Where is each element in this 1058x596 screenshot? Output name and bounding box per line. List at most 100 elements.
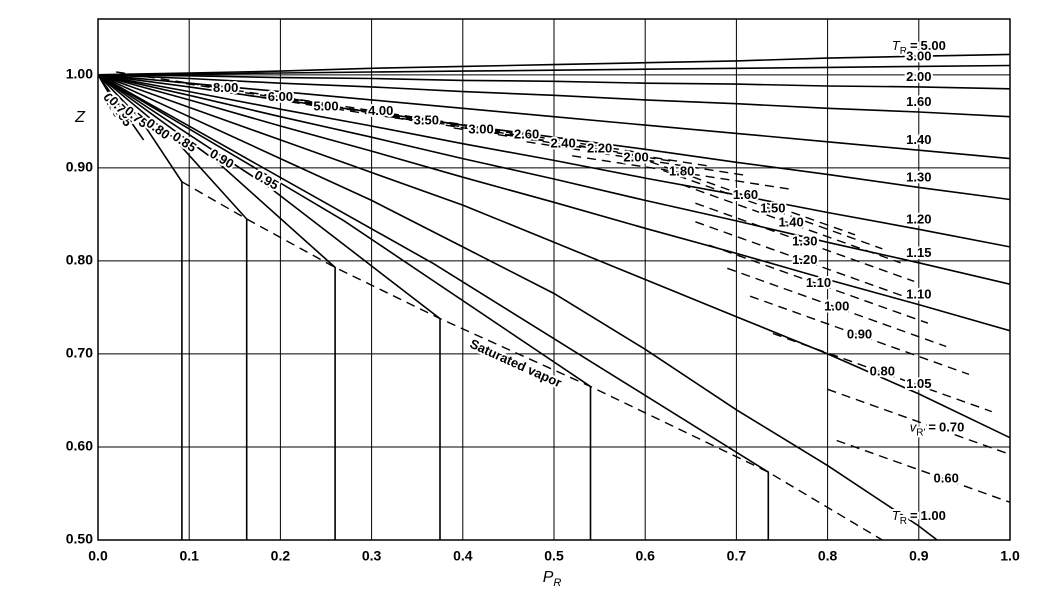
isochore-line [827,388,1010,456]
x-tick-label: 0.7 [727,548,747,564]
curve-label: 1.30 [792,234,817,249]
x-tick-label: 0.6 [635,548,655,564]
curve-label: 0.80 [870,364,895,379]
isochore-line [490,131,710,167]
isochore-line [695,202,915,283]
label-name: 1.40 [906,133,931,148]
x-tick-label: 0.4 [453,548,473,564]
curve-label: vR' = 0.70 [910,420,965,438]
isotherm-line [98,74,145,141]
isotherm-line [98,74,1010,439]
isotherm-line [98,74,1010,90]
label-name: 1.30 [906,170,931,185]
y-tick-label: 0.90 [66,159,93,175]
x-tick-label: 0.9 [909,548,929,564]
isochore-line [836,439,1010,504]
plot-lines [98,53,1010,540]
isochore-line [708,244,929,324]
plot-frame [97,18,1011,541]
curve-label: 3.00 [906,49,931,64]
isotherm-line [98,74,1010,160]
curve-label: 1.05 [906,376,931,391]
isotherm-line [98,74,592,540]
label-name: 2.00 [623,150,648,165]
curve-label: 2.20 [587,141,612,156]
curve-label: 1.10 [906,287,931,302]
isotherm-line [98,74,1010,118]
label-sign: = [910,508,918,523]
label-name: 2.00 [906,69,931,84]
isotherm-line [98,74,441,540]
curve-label: 1.50 [760,201,785,216]
isochore-line [316,103,536,139]
isochore-line [271,94,491,130]
curve-label: 3.00 [468,122,493,137]
curve-label: 1.10 [806,276,831,291]
label-name: 0.90 [847,327,872,342]
ticks: 0.0 0.1 0.2 0.3 0.4 0.5 0.6 0.7 0.8 0.9 1.0 0.50 0.6… [66,66,1020,564]
isotherm-line [98,74,336,540]
label-subscript: R [900,516,907,527]
curve-label: 8.00 [213,80,238,95]
y-tick-label: 1.00 [66,66,93,82]
x-tick-label: 1.0 [1000,548,1020,564]
isotherm-line [98,53,1010,76]
x-axis-title: PR [543,569,562,589]
label-name: 6.00 [268,90,293,105]
curve-label: 1.40 [906,133,931,148]
curve-label: TR = 5.00 [892,39,946,57]
curve-label: 1.20 [792,252,817,267]
label-symbol: T [892,508,901,523]
label-sign: = [928,420,936,435]
curve-label: 2.60 [514,127,539,142]
curve-label: 5.00 [313,99,338,114]
label-name: 1.10 [906,287,931,302]
isochore-line [635,156,856,236]
curve-label: 1.30 [906,170,931,185]
isochore-line [695,221,915,301]
label-name: 1.50 [760,201,785,216]
isochore-line [417,117,637,153]
label-name: 3.00 [468,122,493,137]
curve-label: 2.40 [550,136,575,151]
isochore-line [181,181,883,540]
label-sign: = [910,39,918,54]
label-name: 3.00 [906,49,931,64]
label-name: 2.60 [514,127,539,142]
isochore-line [663,169,883,250]
label-name: 5.00 [921,39,946,54]
label-name: 1.10 [806,276,831,291]
x-axis-symbol: P [543,569,554,586]
curve-label: 6.00 [268,90,293,105]
curve-label: 1.60 [733,187,758,202]
label-name: 1.15 [906,245,931,260]
curve-label: TR = 1.00 [892,508,946,526]
label-name: 1.60 [906,94,931,109]
label-name: 2.40 [550,136,575,151]
label-subscript: R [900,46,907,57]
y-tick-label: 0.80 [66,252,93,268]
isotherm-line [98,74,939,540]
x-axis-subscript: R [553,577,561,589]
x-tick-label: 0.0 [88,548,108,564]
x-tick-label: 0.5 [544,548,564,564]
isochore-line [526,141,746,176]
isotherm-line [98,74,1010,332]
label-symbol: T [892,39,901,54]
isochore-line [727,267,947,348]
isotherm-line [98,74,770,540]
label-name: 4.00 [368,103,393,118]
curve-label: 1.15 [906,245,931,260]
curve-label: 4.00 [368,103,393,118]
y-tick-label: 0.50 [66,531,93,547]
label-name: 3.50 [414,113,439,128]
curve-label: 1.00 [824,299,849,314]
x-tick-label: 0.2 [271,548,291,564]
label-name: 1.20 [906,212,931,227]
label-name: 5.00 [313,99,338,114]
y-tick-label: 0.60 [66,438,93,454]
isochore-line [681,183,901,264]
